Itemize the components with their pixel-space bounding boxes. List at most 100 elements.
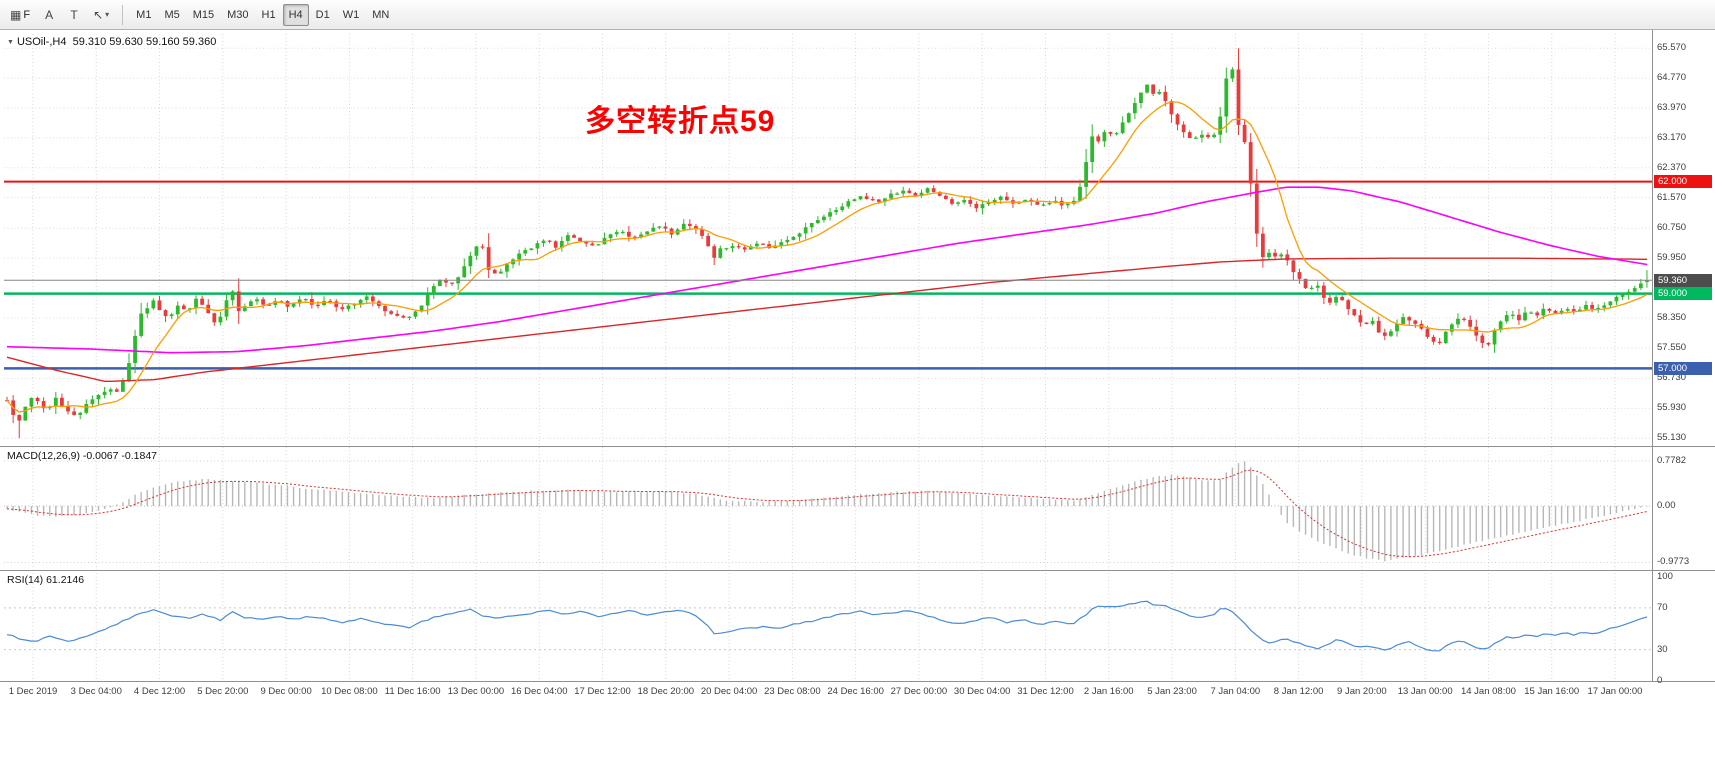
tool-button-group: ▦ F A T ↖ ▾: [4, 4, 115, 26]
candle-body: [261, 299, 265, 305]
candle-body: [498, 271, 503, 274]
candle-body: [1175, 114, 1180, 125]
candle-body: [218, 316, 223, 323]
candle-body: [1535, 312, 1540, 316]
candle-body: [108, 389, 113, 392]
candle-body: [1297, 272, 1302, 279]
timeframe-h4-button[interactable]: H4: [282, 3, 309, 26]
candle-body: [553, 241, 558, 248]
candle-body: [1547, 308, 1552, 311]
candle-body: [1559, 310, 1564, 314]
candle-body: [937, 191, 942, 196]
candle-body: [1401, 317, 1405, 324]
cursor-a-tool-button[interactable]: A: [37, 4, 61, 26]
candle-body: [181, 305, 186, 310]
timeframe-d1-button[interactable]: D1: [315, 8, 330, 21]
candle-body: [444, 279, 448, 283]
candle-body: [1395, 323, 1399, 332]
candle-body: [468, 255, 473, 267]
candle-body: [931, 188, 936, 192]
candle-body: [797, 233, 802, 237]
candle-body: [1114, 133, 1119, 135]
candle-body: [901, 190, 906, 194]
candle-body: [145, 308, 150, 314]
candle-body: [907, 190, 912, 193]
candle-body: [1139, 92, 1143, 104]
candle-body: [535, 243, 540, 249]
candle-body: [169, 314, 174, 317]
candle-body: [486, 247, 491, 270]
candle-body: [1498, 321, 1503, 331]
candle-body: [846, 201, 851, 207]
candle-body: [943, 195, 948, 200]
timeframe-m5-button[interactable]: M5: [164, 8, 180, 21]
candle-body: [1510, 314, 1515, 316]
timeframe-h1-button[interactable]: H1: [261, 8, 276, 21]
candle-body: [1065, 203, 1070, 206]
candle-body: [480, 246, 485, 248]
candle-body: [127, 363, 131, 382]
candle-body: [151, 300, 156, 309]
candle-body: [706, 235, 711, 247]
candle-body: [1273, 252, 1277, 257]
candle-body: [547, 240, 552, 242]
candle-body: [425, 294, 430, 306]
candle-body: [267, 304, 272, 306]
candle-body: [1303, 278, 1308, 289]
candle-body: [785, 239, 790, 243]
candle-body: [559, 240, 564, 248]
candle-body: [1486, 342, 1491, 345]
candle-body: [297, 299, 302, 304]
candle-body: [1565, 309, 1570, 311]
chart-window-tool-button-label: F: [23, 8, 31, 21]
candle-body: [1218, 116, 1223, 135]
chart-window-tool-button[interactable]: ▦ F: [4, 4, 36, 26]
pointer-tool-button[interactable]: ↖ ▾: [87, 4, 115, 26]
candle-body: [1102, 132, 1107, 142]
candle-body: [925, 188, 930, 193]
candle-body: [1285, 254, 1290, 261]
candle-body: [1242, 124, 1247, 143]
candle-body: [596, 244, 601, 246]
candle-body: [78, 412, 83, 415]
candle-body: [1578, 309, 1582, 312]
candle-body: [608, 234, 613, 239]
candle-body: [590, 243, 595, 246]
candle-body: [657, 226, 662, 228]
candle-body: [913, 192, 918, 197]
timeframe-m1-button[interactable]: M1: [136, 8, 152, 21]
candle-body: [407, 316, 412, 318]
candle-body: [1187, 132, 1192, 139]
candle-body: [212, 313, 217, 323]
candle-body: [431, 286, 436, 295]
timeframe-m15-button[interactable]: M15: [192, 8, 215, 21]
candle-body: [651, 227, 656, 232]
timeframe-mn-button[interactable]: MN: [372, 8, 390, 21]
candle-body: [895, 193, 899, 195]
candle-body: [950, 199, 954, 204]
candle-body: [1480, 335, 1485, 343]
candle-body: [492, 269, 497, 274]
candle-body: [1413, 320, 1418, 324]
timeframe-m30-button[interactable]: M30: [227, 8, 249, 21]
candle-body: [395, 313, 400, 316]
candle-body: [334, 301, 339, 308]
candle-body: [1523, 312, 1527, 321]
candle-body: [1608, 301, 1613, 306]
candle-body: [505, 264, 509, 272]
candle-body: [66, 405, 70, 412]
candle-body: [1267, 252, 1271, 258]
candle-body: [194, 298, 198, 309]
text-tool-icon: T: [70, 7, 78, 22]
candle-body: [249, 301, 253, 307]
candle-body: [1358, 315, 1363, 323]
candle-body: [1376, 320, 1381, 333]
candle-body: [700, 229, 704, 236]
candle-body: [639, 234, 643, 238]
candle-body: [645, 231, 650, 235]
timeframe-w1-button[interactable]: W1: [342, 8, 360, 21]
candle-body: [383, 306, 387, 312]
candle-body: [1096, 136, 1101, 142]
text-tool-button[interactable]: T: [62, 4, 86, 26]
